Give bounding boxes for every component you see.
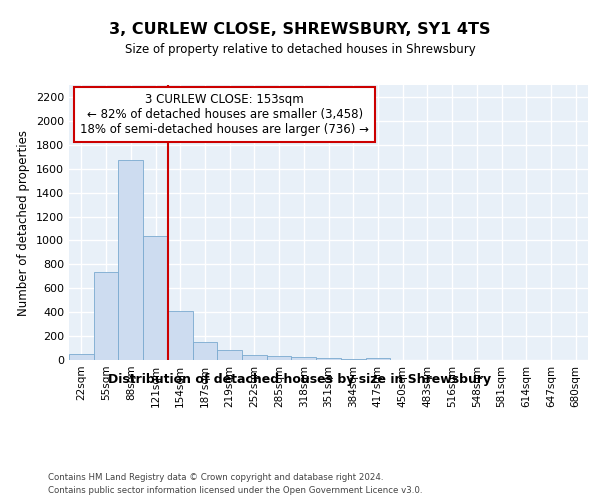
Bar: [217, 350, 242, 360]
Bar: [69, 354, 94, 360]
Text: Size of property relative to detached houses in Shrewsbury: Size of property relative to detached ho…: [125, 42, 475, 56]
Text: 3 CURLEW CLOSE: 153sqm
← 82% of detached houses are smaller (3,458)
18% of semi-: 3 CURLEW CLOSE: 153sqm ← 82% of detached…: [80, 93, 369, 136]
Bar: [94, 272, 118, 360]
Y-axis label: Number of detached properties: Number of detached properties: [17, 130, 31, 316]
Bar: [316, 358, 341, 360]
Text: Contains HM Land Registry data © Crown copyright and database right 2024.: Contains HM Land Registry data © Crown c…: [48, 472, 383, 482]
Bar: [118, 160, 143, 360]
Text: Distribution of detached houses by size in Shrewsbury: Distribution of detached houses by size …: [109, 372, 491, 386]
Bar: [193, 342, 217, 360]
Bar: [143, 236, 168, 360]
Text: 3, CURLEW CLOSE, SHREWSBURY, SY1 4TS: 3, CURLEW CLOSE, SHREWSBURY, SY1 4TS: [109, 22, 491, 38]
Text: Contains public sector information licensed under the Open Government Licence v3: Contains public sector information licen…: [48, 486, 422, 495]
Bar: [292, 357, 316, 360]
Bar: [168, 311, 193, 360]
Bar: [242, 354, 267, 360]
Bar: [267, 356, 292, 360]
Bar: [365, 358, 390, 360]
